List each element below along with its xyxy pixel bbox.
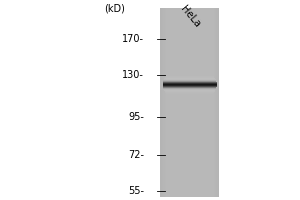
Bar bbox=[160, 8, 219, 197]
Text: 95-: 95- bbox=[128, 112, 144, 122]
Bar bbox=[218, 8, 219, 197]
Text: 72-: 72- bbox=[128, 150, 144, 160]
Bar bbox=[160, 8, 161, 197]
Text: HeLa: HeLa bbox=[178, 4, 202, 30]
Bar bbox=[215, 8, 216, 197]
Text: (kD): (kD) bbox=[104, 4, 125, 14]
Bar bbox=[162, 8, 163, 197]
Bar bbox=[164, 8, 165, 197]
Bar bbox=[161, 8, 162, 197]
Text: 130-: 130- bbox=[122, 70, 144, 80]
Bar bbox=[163, 8, 164, 197]
Bar bbox=[165, 8, 166, 197]
Text: 170-: 170- bbox=[122, 34, 144, 44]
Bar bbox=[216, 8, 217, 197]
Bar bbox=[214, 8, 215, 197]
Text: 55-: 55- bbox=[128, 186, 144, 196]
Bar bbox=[217, 8, 218, 197]
